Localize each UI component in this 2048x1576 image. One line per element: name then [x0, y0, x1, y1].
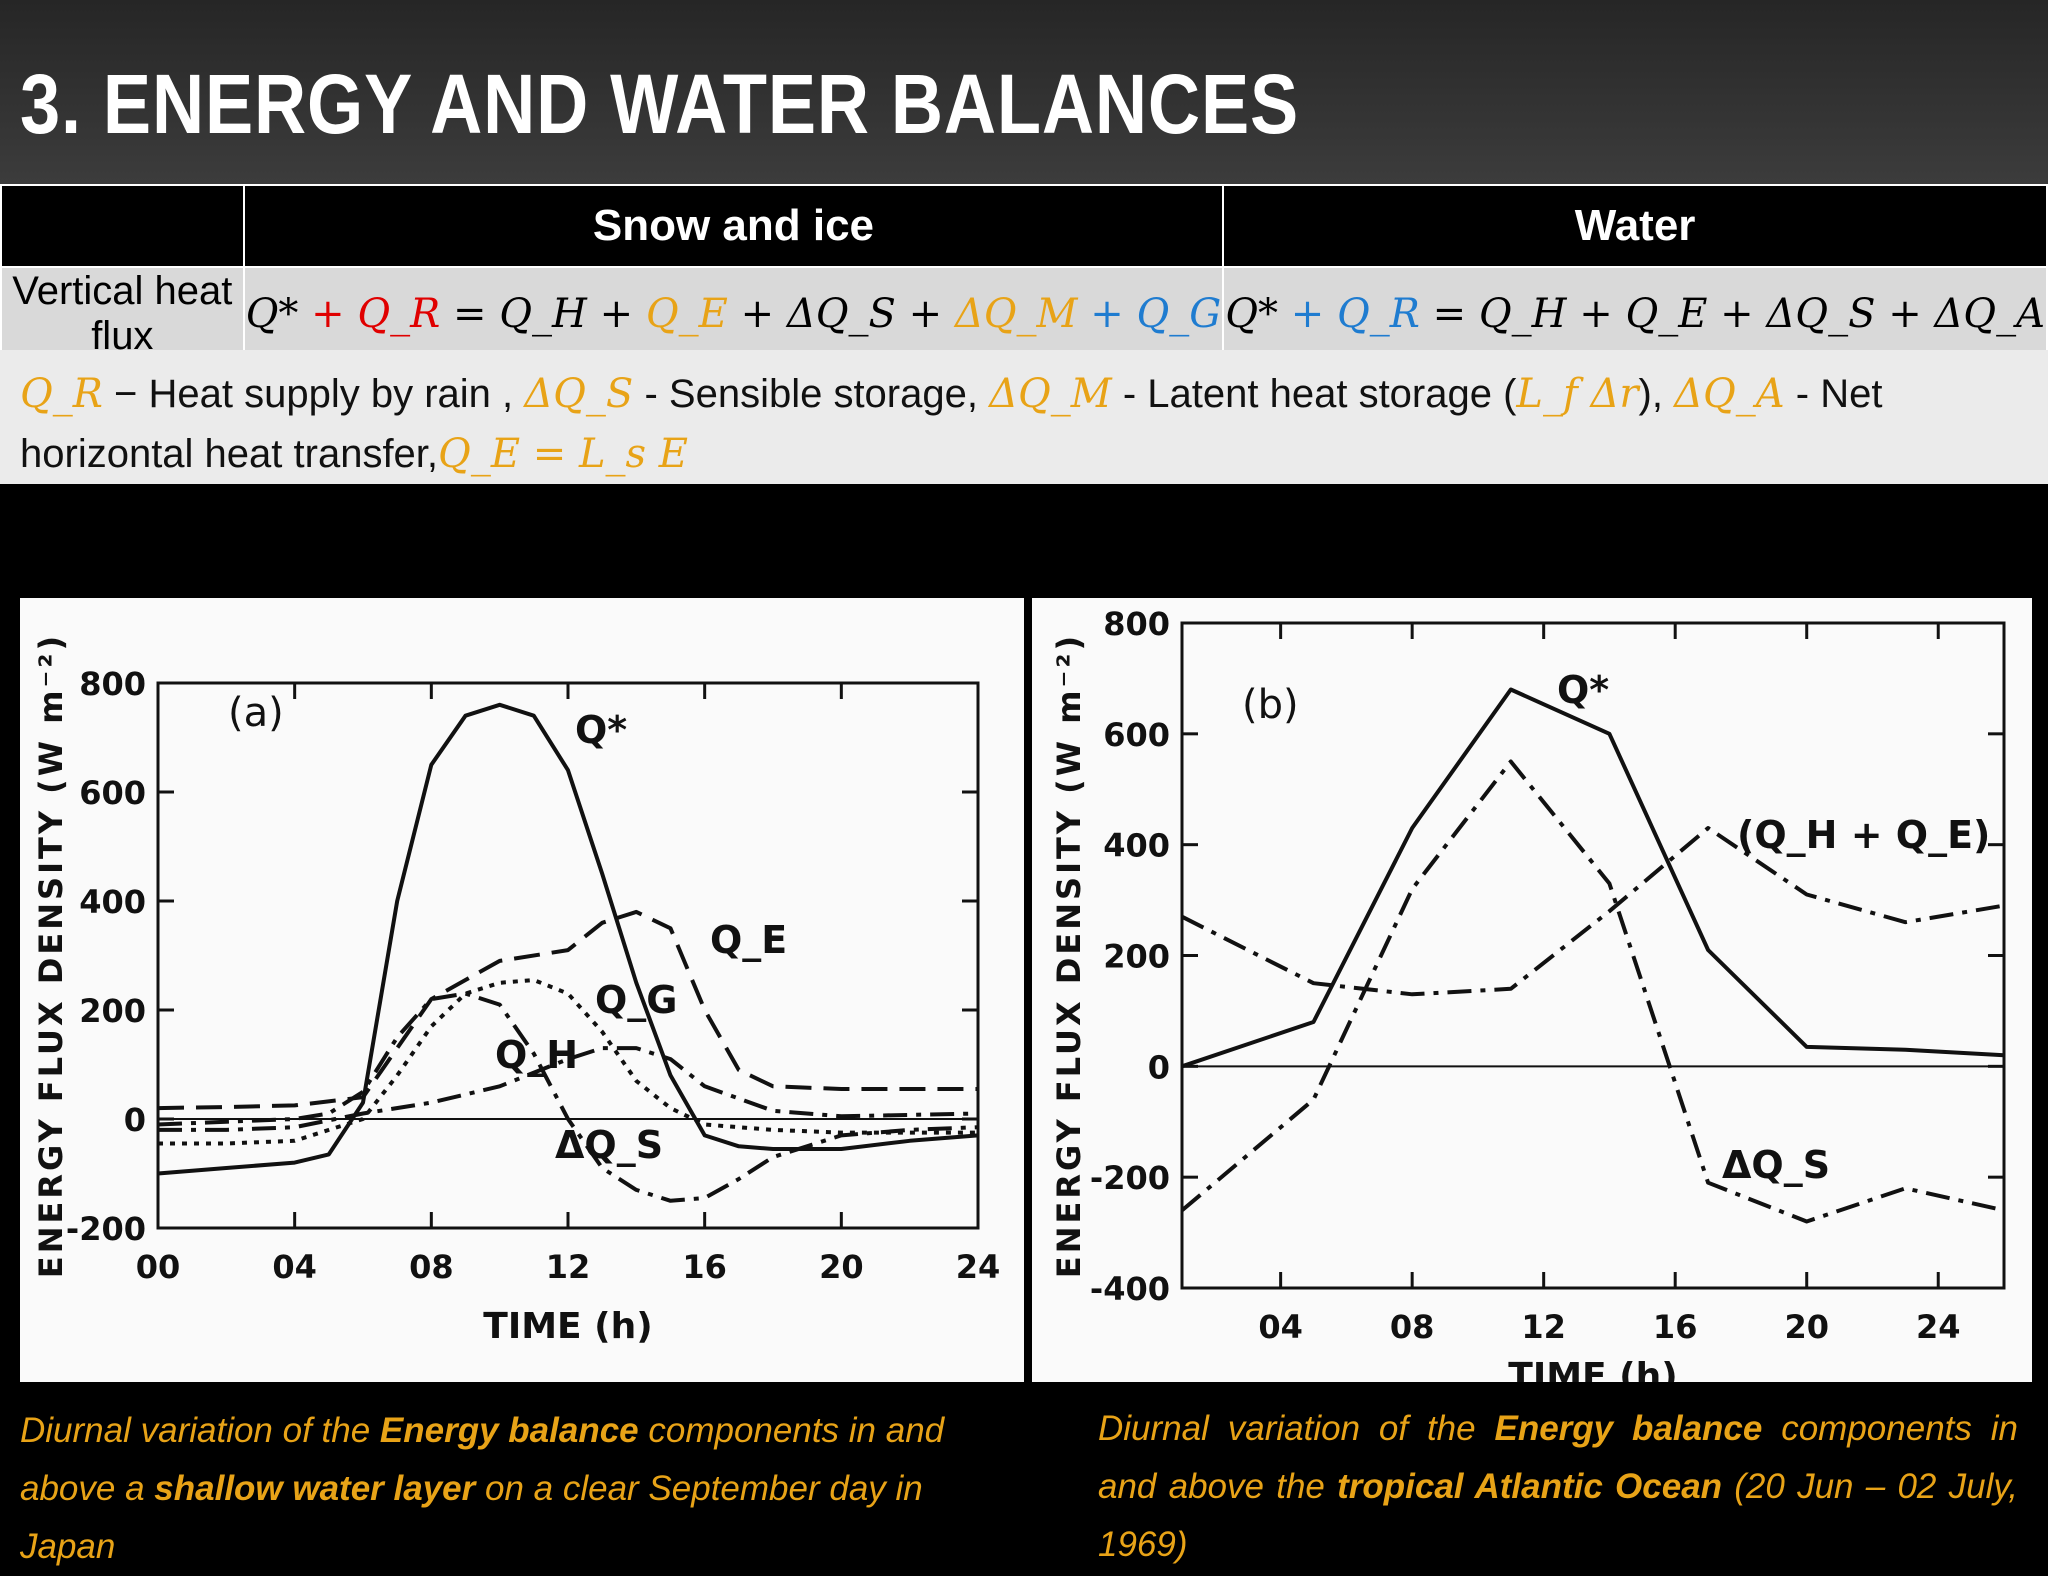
x-tick-label: 20 — [819, 1248, 864, 1286]
y-tick-label: -400 — [1090, 1270, 1170, 1308]
panel-label: (b) — [1242, 682, 1299, 728]
x-tick-label: 16 — [682, 1248, 727, 1286]
table-header-row: Snow and ice Water — [0, 184, 2048, 268]
y-axis-label: ENERGY FLUX DENSITY (W m⁻²) — [1050, 633, 1088, 1278]
x-tick-label: 12 — [546, 1248, 591, 1286]
y-tick-label: 600 — [1103, 716, 1170, 754]
x-tick-label: 04 — [272, 1248, 317, 1286]
series-line — [1181, 826, 2005, 997]
series-label: ΔQ_S — [555, 1123, 663, 1167]
y-tick-label: 200 — [79, 992, 146, 1030]
series-line — [158, 1046, 979, 1132]
equation-snow: Q* + Q_R = Q_H + Q_E + ΔQ_S + ΔQ_M + Q_G — [242, 266, 1225, 362]
x-axis-label: TIME (h) — [1508, 1356, 1677, 1382]
series-label: Q_G — [595, 978, 678, 1022]
y-tick-label: 0 — [124, 1101, 146, 1139]
y-tick-label: -200 — [66, 1210, 146, 1248]
symbol-legend: Q_R − Heat supply by rain , ΔQ_S - Sensi… — [0, 350, 2048, 484]
y-tick-label: 800 — [1103, 605, 1170, 643]
x-tick-label: 00 — [136, 1248, 181, 1286]
series-line — [157, 909, 978, 1111]
series-line — [157, 991, 979, 1203]
balance-table: Snow and ice Water Vertical heat flux Q*… — [0, 184, 2048, 362]
series-label: Q* — [575, 708, 627, 752]
table-header-water: Water — [1222, 184, 2048, 268]
y-tick-label: 400 — [79, 883, 146, 921]
series-label: ΔQ_S — [1722, 1143, 1830, 1187]
x-tick-label: 24 — [1916, 1308, 1961, 1346]
chart-b: -400 -200 0 200 400 600 800 04 08 12 16 20 24 TIME (h… — [1050, 605, 2006, 1397]
x-tick-label: 12 — [1521, 1308, 1566, 1346]
x-tick-label: 04 — [1258, 1308, 1303, 1346]
chart-a: -200 0 200 400 600 800 00 04 08 12 16 20 24 TIME (h) E… — [32, 633, 1001, 1347]
table-row: Vertical heat flux Q* + Q_R = Q_H + Q_E … — [0, 266, 2048, 362]
series-label: (Q_H + Q_E) — [1737, 813, 1990, 857]
header-bar: 3. ENERGY AND WATER BALANCES — [0, 0, 2048, 184]
caption-right: Diurnal variation of the Energy balance … — [1098, 1409, 2018, 1564]
page-title: 3. ENERGY AND WATER BALANCES — [20, 57, 1300, 151]
y-tick-label: 400 — [1103, 827, 1170, 865]
x-axis-label: TIME (h) — [483, 1306, 652, 1347]
series-label: Q* — [1557, 668, 1609, 712]
row-label: Vertical heat flux — [0, 266, 245, 362]
y-axis-label: ENERGY FLUX DENSITY (W m⁻²) — [32, 633, 70, 1278]
x-tick-label: 08 — [409, 1248, 454, 1286]
x-tick-label: 08 — [1390, 1308, 1435, 1346]
y-tick-label: 800 — [79, 665, 146, 703]
series-label: Q_H — [495, 1033, 578, 1077]
series-label: Q_E — [710, 918, 787, 962]
y-tick-label: -200 — [1090, 1159, 1170, 1197]
plot-frame — [1180, 621, 2006, 1290]
panel-label: (a) — [228, 690, 284, 736]
equation-water: Q* + Q_R = Q_H + Q_E + ΔQ_S + ΔQ_A — [1222, 266, 2048, 362]
series-line — [157, 702, 979, 1176]
series-line — [1181, 687, 2005, 1069]
x-tick-label: 24 — [956, 1248, 1001, 1286]
table-header-snow: Snow and ice — [242, 184, 1225, 268]
y-tick-label: 0 — [1148, 1048, 1170, 1086]
y-tick-label: 600 — [79, 774, 146, 812]
series-line — [158, 978, 978, 1146]
x-tick-label: 20 — [1784, 1308, 1829, 1346]
y-tick-label: 200 — [1103, 938, 1170, 976]
caption-left: Diurnal variation of the Energy balance … — [20, 1411, 945, 1566]
series-line — [1180, 759, 2005, 1224]
table-header-blank — [0, 184, 245, 268]
x-tick-label: 16 — [1653, 1308, 1698, 1346]
chart-panel-b: -400 -200 0 200 400 600 800 04 08 12 16 20 24 TIME (h… — [1032, 598, 2032, 1397]
chart-panel-a: -200 0 200 400 600 800 00 04 08 12 16 20 24 TIME (h) E… — [20, 598, 1024, 1382]
